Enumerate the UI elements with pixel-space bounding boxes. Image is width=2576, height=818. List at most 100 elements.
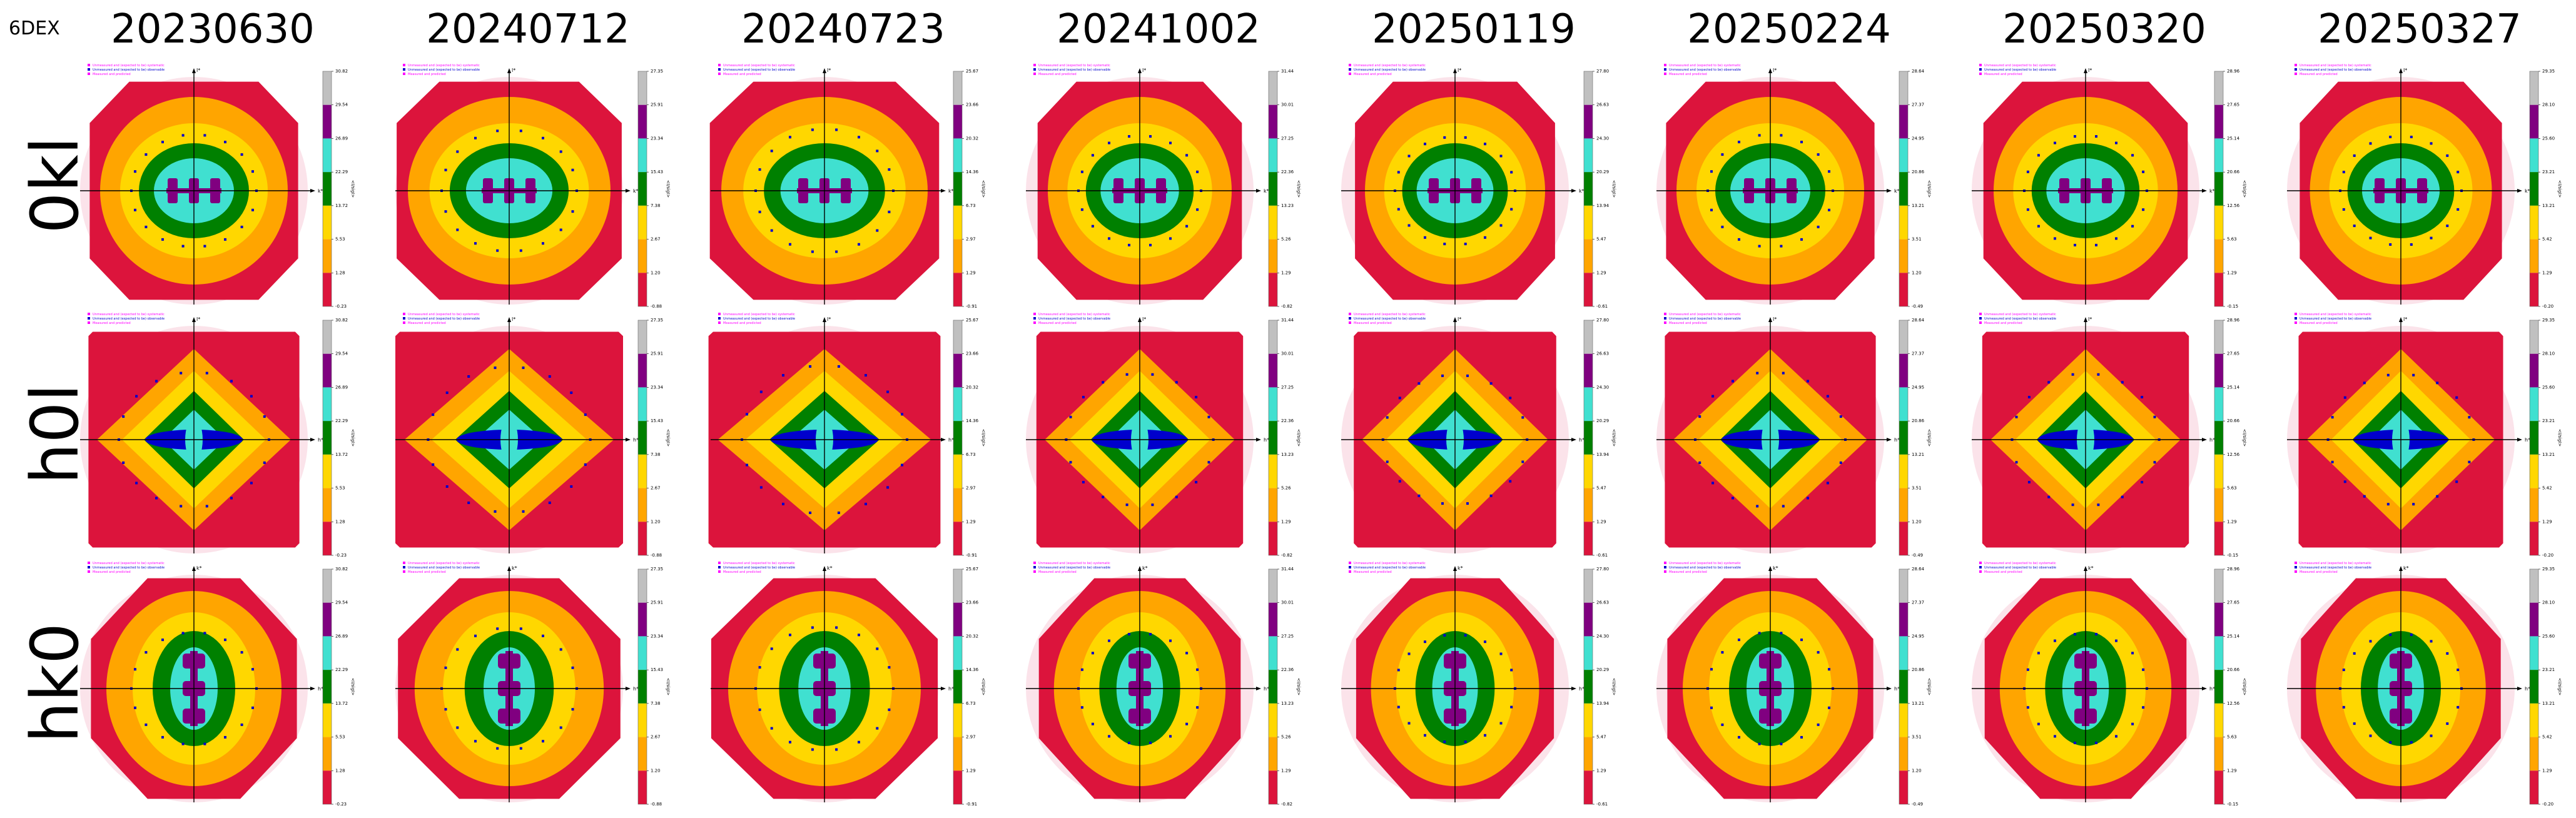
unmeasured-marker bbox=[2455, 480, 2458, 483]
colorbar-tick-label: -0.91 bbox=[966, 802, 977, 807]
axis-label-v: k* bbox=[1142, 565, 1148, 571]
unmeasured-marker bbox=[2457, 208, 2460, 211]
colorbar-label: <I/sigI> bbox=[350, 180, 355, 198]
colorbar-bin bbox=[638, 770, 647, 804]
plane-label: hk0 bbox=[17, 622, 93, 744]
unmeasured-marker bbox=[886, 486, 890, 489]
unmeasured-marker bbox=[1149, 741, 1152, 744]
unmeasured-marker bbox=[559, 150, 562, 153]
panel-legend: Unmeasured and (expected to be) systemat… bbox=[1979, 562, 2056, 574]
colorbar-tick-label: 30.01 bbox=[1281, 103, 1294, 108]
legend-text: Measured and predicted bbox=[1669, 570, 1707, 574]
unmeasured-marker bbox=[2446, 154, 2449, 157]
colorbar-bin bbox=[2530, 172, 2538, 206]
colorbar-bin bbox=[1269, 703, 1277, 737]
colorbar-bin bbox=[638, 172, 647, 206]
colorbar-bin bbox=[1584, 770, 1593, 804]
unmeasured-marker bbox=[835, 128, 838, 131]
legend-text: Unmeasured and (expected to be) systemat… bbox=[1038, 64, 1110, 68]
colorbar: -0.88 1.20 2.67 7.38 15.43 23.34 25.91 27.35 <I/… bbox=[637, 567, 671, 807]
legend-text: Unmeasured and (expected to be) observab… bbox=[1038, 68, 1110, 72]
unmeasured-marker bbox=[2095, 135, 2097, 138]
unmeasured-marker bbox=[1149, 633, 1152, 636]
colorbar-bin bbox=[1269, 488, 1277, 522]
colorbar-bin bbox=[2214, 353, 2223, 388]
colorbar-tick-label: -0.20 bbox=[2542, 802, 2553, 807]
colorbar-tick-label: 1.20 bbox=[651, 270, 661, 275]
legend-text: Measured and predicted bbox=[93, 570, 131, 574]
unmeasured-marker bbox=[2353, 652, 2356, 655]
legend-text: Unmeasured and (expected to be) systemat… bbox=[408, 562, 480, 565]
reciprocal-axes: h* k* bbox=[2287, 565, 2530, 802]
unmeasured-marker bbox=[1407, 652, 1411, 655]
unmeasured-marker bbox=[2015, 415, 2018, 418]
colorbar-label: <I/sigI> bbox=[2557, 678, 2562, 695]
legend-text: Unmeasured and (expected to be) systemat… bbox=[408, 64, 480, 68]
colorbar-bin bbox=[953, 273, 962, 306]
unmeasured-marker bbox=[1732, 497, 1734, 500]
unmeasured-marker bbox=[548, 502, 551, 504]
legend-text: Measured and predicted bbox=[408, 73, 446, 76]
unmeasured-marker bbox=[1466, 374, 1469, 377]
colorbar-bin bbox=[2214, 703, 2223, 737]
colorbar-tick-label: 27.80 bbox=[1596, 318, 1609, 323]
reciprocal-axes: h* l* bbox=[1341, 316, 1585, 553]
colorbar-bin bbox=[638, 488, 647, 522]
colorbar-tick-label: 25.91 bbox=[651, 351, 663, 356]
colorbar-bin bbox=[953, 71, 962, 105]
colorbar-label: <I/sigI> bbox=[1611, 429, 1616, 447]
colorbar: -0.88 1.20 2.67 7.38 15.43 23.34 25.91 27.35 <I/… bbox=[637, 69, 671, 309]
legend-marker bbox=[1349, 313, 1351, 315]
colorbar: -0.23 1.28 5.53 13.72 22.29 26.89 29.54 30.82 <I… bbox=[322, 567, 355, 807]
colorbar-bin bbox=[1899, 454, 1908, 488]
colorbar-bin bbox=[953, 239, 962, 273]
unmeasured-marker bbox=[2141, 481, 2144, 483]
axis-label-h: k* bbox=[1894, 188, 1900, 194]
unmeasured-marker bbox=[758, 708, 761, 711]
unmeasured-marker bbox=[1756, 505, 1759, 508]
colorbar-tick-label: 23.34 bbox=[651, 634, 664, 639]
unmeasured-marker bbox=[1464, 634, 1467, 637]
legend-text: Unmeasured and (expected to be) systemat… bbox=[93, 64, 165, 68]
colorbar-bin bbox=[2214, 737, 2223, 771]
unmeasured-marker bbox=[1828, 668, 1830, 671]
colorbar-tick-label: 27.65 bbox=[2227, 103, 2239, 108]
unmeasured-marker bbox=[203, 632, 206, 635]
unmeasured-marker bbox=[180, 371, 183, 375]
panel-legend: Unmeasured and (expected to be) systemat… bbox=[718, 562, 795, 574]
legend-marker bbox=[1664, 562, 1666, 564]
colorbar-tick-label: 26.89 bbox=[335, 385, 348, 390]
colorbar-bin bbox=[2530, 138, 2538, 173]
legend-marker bbox=[1979, 64, 1982, 66]
legend-marker bbox=[1664, 313, 1666, 315]
colorbar: -0.82 1.29 5.26 13.23 22.36 27.25 30.01 31.44 <I… bbox=[1268, 69, 1301, 309]
colorbar: -0.91 1.29 2.97 6.73 14.36 20.32 23.66 25.67 <I/… bbox=[953, 69, 986, 309]
axis-label-v: l* bbox=[2088, 316, 2092, 322]
colorbar-label: <I/sigI> bbox=[1927, 429, 1932, 447]
colorbar-tick-label: 1.29 bbox=[1596, 519, 1606, 524]
unmeasured-marker bbox=[2389, 136, 2392, 138]
axis-label-v: l* bbox=[1773, 68, 1777, 73]
legend-marker bbox=[403, 68, 405, 71]
unmeasured-marker bbox=[2142, 208, 2145, 211]
unmeasured-marker bbox=[2037, 225, 2040, 228]
colorbar-bin bbox=[1899, 353, 1908, 388]
legend-text: Unmeasured and (expected to be) systemat… bbox=[1984, 313, 2056, 316]
unmeasured-marker bbox=[1758, 632, 1761, 635]
colorbar-tick-label: 25.91 bbox=[651, 600, 663, 605]
unmeasured-marker bbox=[1443, 243, 1446, 246]
unmeasured-marker bbox=[1510, 705, 1513, 709]
unmeasured-marker bbox=[1721, 225, 1724, 228]
unmeasured-marker bbox=[1102, 495, 1105, 498]
intensity-map-panel: Unmeasured and (expected to be) systemat… bbox=[1026, 64, 1301, 309]
unmeasured-marker bbox=[759, 390, 763, 393]
colorbar-bin bbox=[1269, 770, 1277, 804]
unmeasured-marker bbox=[1407, 154, 1411, 158]
panel-legend: Unmeasured and (expected to be) systemat… bbox=[2295, 562, 2371, 574]
unmeasured-marker bbox=[1091, 225, 1094, 228]
legend-text: Unmeasured and (expected to be) observab… bbox=[723, 566, 795, 570]
legend-marker bbox=[1349, 68, 1351, 71]
legend-text: Measured and predicted bbox=[408, 570, 446, 574]
unmeasured-marker bbox=[181, 134, 185, 137]
unmeasured-marker bbox=[2131, 652, 2134, 655]
